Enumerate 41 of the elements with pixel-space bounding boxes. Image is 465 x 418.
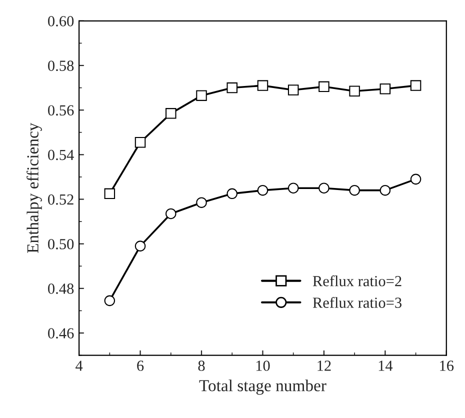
point [380,184,391,196]
x-tick-label: 10 [256,360,270,371]
point [349,86,360,97]
x-tick-label: 6 [137,360,144,371]
point [166,108,176,119]
point [226,188,238,200]
point [166,208,176,220]
point [196,197,207,208]
point [196,90,207,101]
x-tick-label: 8 [198,360,205,371]
y-tick-label: 0.48 [48,284,74,294]
x-tick-label: 16 [440,360,454,371]
x-axis-title: Total stage number [199,380,326,395]
point [104,295,116,306]
y-tick-label: 0.46 [48,328,74,339]
point [410,80,422,91]
point [318,81,330,92]
point [134,137,146,148]
point [226,82,238,94]
point [288,84,299,96]
legend-label: Reflux ratio=2 [312,275,402,286]
point [104,188,116,200]
y-tick-label: 0.60 [48,16,74,26]
x-tick-label: 14 [378,360,393,371]
x-tick-label: 12 [318,360,331,371]
point [288,182,299,194]
point [410,174,422,185]
y-tick-label: 0.58 [48,60,74,72]
point [134,240,146,252]
point [257,80,268,91]
y-tick-label: 0.54 [48,150,74,160]
x-tick-label: 4 [76,360,83,371]
y-tick-label: 0.56 [48,105,74,116]
point [349,184,360,196]
y-axis-title: Enthalpy efficiency [26,122,42,253]
point [380,84,391,94]
legend-label: Reflux ratio=3 [312,296,402,308]
point [318,182,330,194]
point [257,184,268,196]
y-tick-label: 0.50 [48,238,74,250]
y-tick-label: 0.52 [48,194,74,205]
